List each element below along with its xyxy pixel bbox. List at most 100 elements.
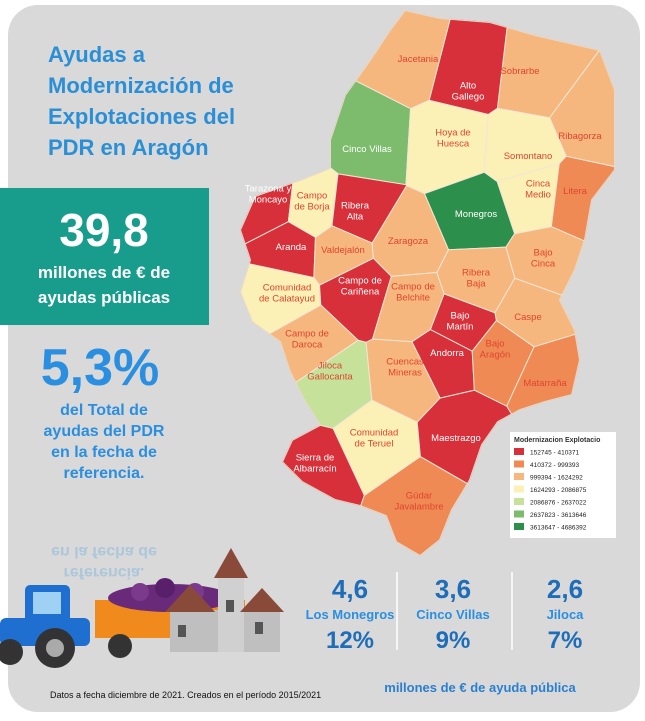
footer-unit: millones de € de ayuda pública (384, 680, 576, 695)
total-line: millones de € de (38, 263, 170, 282)
highlight-name: Los Monegros (306, 607, 395, 622)
share-line: referencia. (64, 465, 145, 482)
footer-note: Datos a fecha diciembre de 2021. Creados… (50, 690, 321, 700)
region-label: Campo (297, 191, 328, 202)
region-label: Belchite (396, 293, 430, 304)
total-box (0, 188, 209, 325)
total-text: millones de € de ayudas públicas (38, 263, 170, 307)
title-line: Explotaciones del (48, 104, 235, 129)
title-line: Ayudas a (48, 42, 146, 67)
legend-swatch (514, 510, 524, 518)
legend-label: 152745 - 410371 (530, 450, 580, 457)
region-label: Medio (525, 190, 551, 201)
region-label: Cinco Villas (342, 144, 392, 155)
share-text: del Total de ayudas del PDR en la fecha de… (44, 402, 165, 482)
highlight-share: 7% (548, 627, 583, 654)
region-label: Cariñena (341, 287, 380, 298)
region-label: Cuencas (386, 357, 424, 368)
region-label: Martín (447, 322, 474, 333)
region-label: Valdejalón (321, 245, 365, 256)
legend-swatch (514, 473, 524, 480)
legend-swatch (514, 448, 524, 455)
region-label: Litera (563, 186, 587, 197)
total-value: 39,8 (59, 204, 149, 256)
region-label: Monegros (455, 209, 497, 220)
region-label: Campo de (338, 276, 382, 287)
highlight-share: 12% (326, 627, 374, 654)
legend-label: 410372 - 999393 (530, 462, 580, 469)
region-label: Alta (347, 212, 364, 223)
legend-swatch (514, 460, 524, 468)
tractor-illustration (0, 548, 284, 668)
legend-label: 3613647 - 4686392 (530, 525, 587, 532)
legend-title: Modernizacion Explotacio (514, 437, 600, 444)
region-label: Ribera (341, 201, 370, 212)
region-label: Comunidad (263, 283, 312, 294)
region-label: Bajo (450, 311, 469, 322)
region-label: Sobrarbe (500, 66, 539, 77)
title: Ayudas a Modernización de Explotaciones de… (48, 42, 235, 160)
region-label: Bajo (533, 248, 552, 259)
region-label: de Borja (294, 202, 330, 213)
region-label: Campo de (391, 282, 435, 293)
highlight-share: 9% (436, 627, 471, 654)
region-label: de Teruel (355, 439, 394, 450)
legend: Modernizacion Explotacio 152745 - 410371… (510, 432, 616, 538)
region-label: Moncayo (249, 195, 288, 206)
region-label: Mineras (388, 368, 422, 379)
share-line: del Total de (60, 402, 148, 419)
share-value: 5,3% (41, 339, 160, 397)
region-label: Albarracín (293, 464, 336, 475)
region-label: Maestrazgo (431, 433, 481, 444)
region-label: Zaragoza (388, 236, 429, 247)
highlight-name: Cinco Villas (416, 607, 489, 622)
region-label: Gúdar (406, 491, 432, 502)
highlight-value: 3,6 (435, 574, 471, 604)
legend-swatch (514, 485, 524, 493)
region-label: Hoya de (435, 128, 470, 139)
region-label: Huesca (437, 139, 470, 150)
share-line: ayudas del PDR (44, 423, 165, 440)
region-label: Gallego (452, 92, 485, 103)
region-label: Andorra (430, 348, 465, 359)
region-label: Caspe (514, 312, 541, 323)
legend-label: 1624293 - 2086875 (530, 487, 587, 494)
region-label: Javalambre (394, 502, 443, 513)
legend-label: 999394 - 1624292 (530, 475, 583, 482)
highlight-value: 2,6 (547, 574, 583, 604)
region-label: Aragón (480, 350, 511, 361)
total-line: ayudas públicas (38, 288, 170, 307)
highlight-name: Jiloca (547, 607, 585, 622)
region-label: Gallocanta (307, 372, 353, 383)
region-label: Cinca (531, 259, 556, 270)
legend-label: 2637823 - 3613646 (530, 512, 587, 519)
legend-box (510, 432, 616, 538)
region-label: Sierra de (296, 453, 335, 464)
share-line: en la fecha de (51, 444, 157, 461)
highlight-value: 4,6 (332, 574, 368, 604)
region-label: de Calatayud (259, 294, 315, 305)
region-label: Jacetania (398, 54, 439, 65)
legend-swatch (514, 523, 524, 530)
region-label: Alto (460, 81, 476, 92)
title-line: PDR en Aragón (48, 135, 209, 160)
legend-swatch (514, 498, 524, 505)
region-label: Ribagorza (558, 131, 602, 142)
legend-label: 2086876 - 2637022 (530, 500, 587, 507)
region-label: Jiloca (318, 361, 343, 372)
region-label: Somontano (504, 151, 553, 162)
region-label: Bajo (485, 339, 504, 350)
region-label: Ribera (462, 268, 491, 279)
region-label: Daroca (292, 340, 323, 351)
region-label: Matarraña (523, 378, 567, 389)
highlights: 4,6 Los Monegros 12% 3,6 Cinco Villas 9% 2,6 Ji… (306, 574, 585, 654)
share-text-reflection: en la fecha de referencia. (51, 543, 157, 581)
region-label: Campo de (285, 329, 329, 340)
region-label: Cinca (526, 179, 551, 190)
region-label: Aranda (276, 242, 307, 253)
title-line: Modernización de (48, 73, 234, 98)
share-line-reflection: en la fecha de (51, 543, 157, 560)
region-label: Comunidad (350, 428, 399, 439)
